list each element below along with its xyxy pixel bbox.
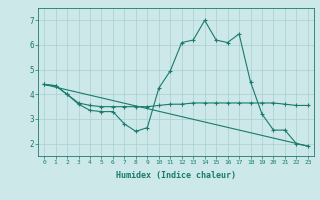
X-axis label: Humidex (Indice chaleur): Humidex (Indice chaleur): [116, 171, 236, 180]
